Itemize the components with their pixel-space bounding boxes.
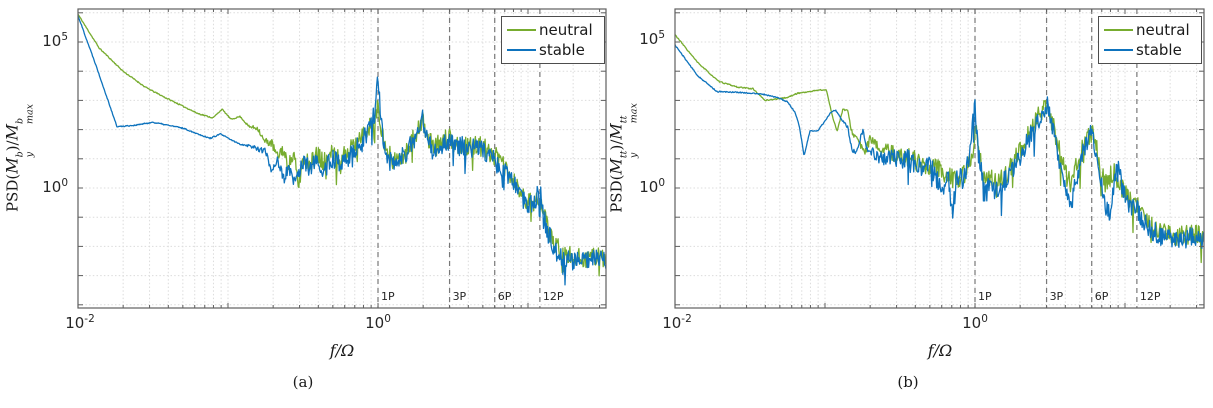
ytick-base: 10 [42, 32, 62, 50]
y-tick-1e5-b: 105 [613, 29, 665, 48]
xtick-base: 10 [65, 314, 85, 332]
legend-entry-neutral: neutral [507, 20, 597, 40]
vline-label-6p: 6P [1094, 290, 1109, 303]
xtick-base: 10 [962, 314, 982, 332]
xtick-exp: 0 [384, 313, 391, 325]
legend-label-stable: stable [539, 41, 585, 59]
ylabel-a-m2-sub: max [24, 103, 36, 124]
y-tick-1e5-a: 105 [16, 31, 68, 50]
grid-lines [675, 9, 1204, 308]
ylabel-b-m2-sub: max [628, 103, 640, 124]
ylabel-b-mid: )/ [607, 139, 626, 151]
vline-label-12p: 12P [542, 290, 564, 303]
xtick-base: 10 [365, 314, 385, 332]
ytick-exp: 5 [61, 31, 68, 43]
xtick-exp: -2 [84, 313, 95, 325]
axis-ticks [674, 9, 1204, 308]
neutral-series-a [78, 13, 606, 277]
series-curves [78, 13, 606, 286]
legend-label-stable: stable [1136, 41, 1182, 59]
x-tick-1e0-a: 100 [365, 313, 391, 332]
ylabel-a-m2: M [2, 124, 22, 141]
ylabel-a-m1: M [2, 157, 22, 174]
stable-series-b [675, 44, 1204, 249]
y-tick-1e0-a: 100 [16, 177, 68, 196]
ylabel-a-m1-sub: y [24, 152, 36, 158]
x-axis-label-b: f/Ω [927, 341, 953, 360]
axis-ticks [77, 9, 606, 308]
ylabel-b-m2: M [606, 123, 626, 140]
ylabel-b-m1: M [606, 158, 626, 175]
panel-a [77, 8, 607, 309]
ylabel-b-m2-scripts: tt max [618, 103, 640, 124]
ytick-exp: 5 [658, 29, 665, 41]
legend-entry-stable: stable [1104, 40, 1194, 60]
ylabel-b-m1-sub: y [628, 152, 640, 159]
ytick-exp: 0 [658, 177, 665, 189]
ylabel-a-m2-scripts: b max [14, 103, 36, 124]
xtick-base: 10 [662, 314, 682, 332]
stable-line-swatch [1104, 49, 1133, 51]
neutral-line-swatch [1104, 29, 1133, 31]
legend-label-neutral: neutral [1136, 21, 1190, 39]
legend-label-neutral: neutral [539, 21, 593, 39]
panel-caption-b: (b) [897, 373, 919, 391]
neutral-line-swatch [507, 29, 536, 31]
ytick-base: 10 [42, 178, 62, 196]
grid-lines [78, 9, 606, 308]
y-tick-1e0-b: 100 [613, 177, 665, 196]
x-axis-label-a: f/Ω [329, 341, 355, 360]
y-axis-label-b: PSD(M tt y)/M tt max [607, 103, 640, 213]
xtick-exp: 0 [981, 313, 988, 325]
ytick-exp: 0 [61, 177, 68, 189]
panel-caption-a: (a) [292, 373, 314, 391]
vline-label-6p: 6P [497, 290, 512, 303]
x-tick-1e-2-a: 10-2 [65, 313, 95, 332]
series-curves [675, 34, 1204, 264]
vline-label-1p: 1P [978, 290, 992, 303]
vline-label-3p: 3P [1049, 290, 1064, 303]
stable-series-a [78, 15, 606, 286]
ytick-base: 10 [639, 178, 659, 196]
ytick-base: 10 [639, 30, 659, 48]
stable-line-swatch [507, 49, 536, 51]
vline-label-3p: 3P [452, 290, 467, 303]
legend-entry-stable: stable [507, 40, 597, 60]
x-tick-1e0-b: 100 [962, 313, 988, 332]
vline-label-12p: 12P [1139, 290, 1161, 303]
ylabel-a-mid: )/ [3, 140, 22, 152]
xtick-exp: -2 [681, 313, 692, 325]
legend-entry-neutral: neutral [1104, 20, 1194, 40]
x-tick-1e-2-b: 10-2 [662, 313, 692, 332]
legend-b: neutral stable [1098, 16, 1202, 64]
ylabel-b-m1-scripts: tt y [618, 151, 640, 159]
vline-label-1p: 1P [381, 290, 395, 303]
legend-a: neutral stable [501, 16, 605, 64]
